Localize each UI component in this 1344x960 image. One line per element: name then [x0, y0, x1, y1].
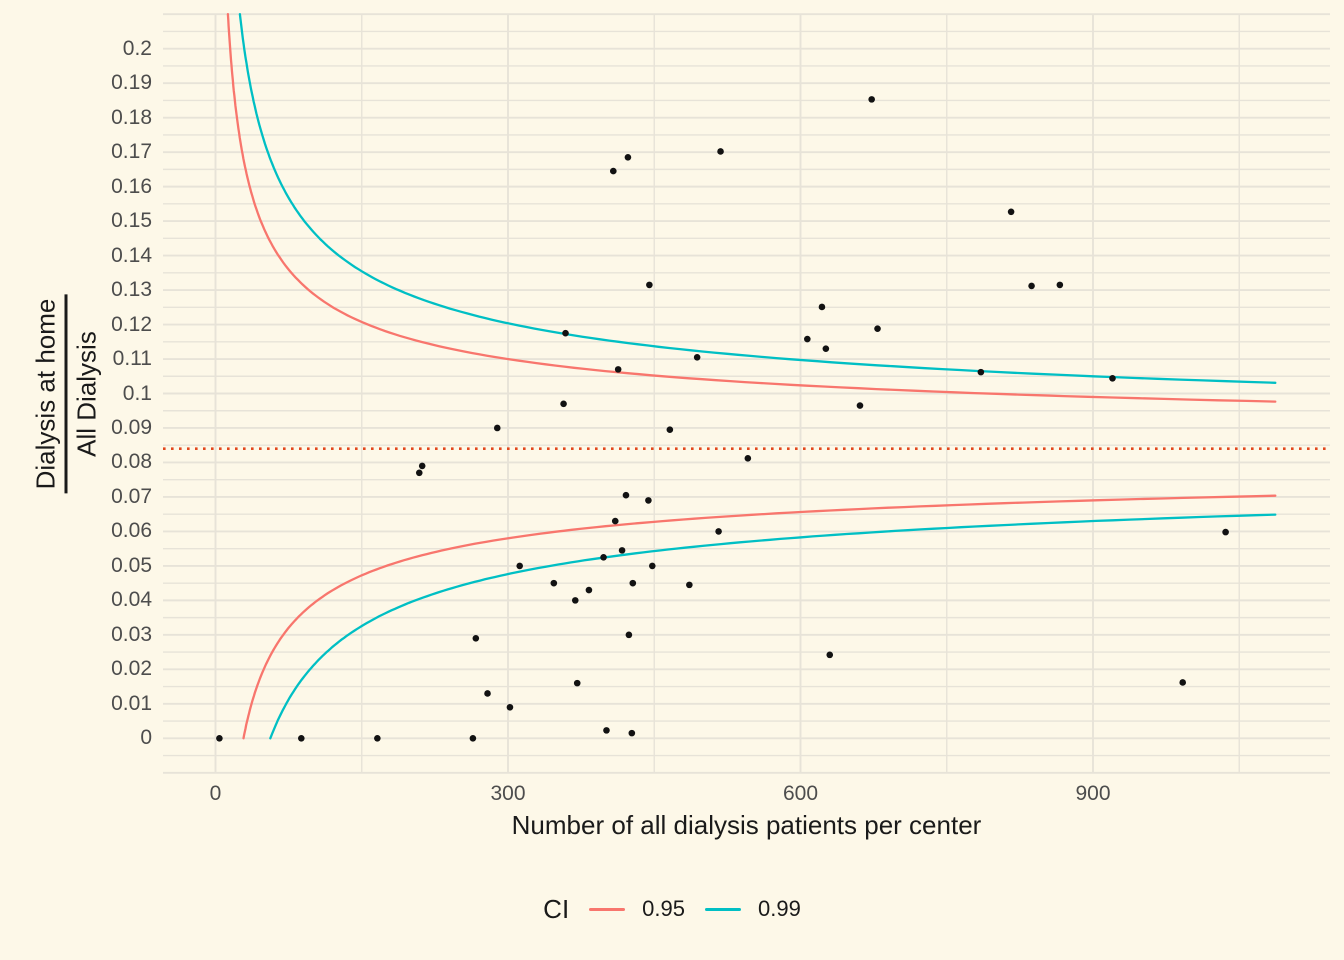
data-point — [611, 517, 619, 525]
data-point — [856, 402, 864, 409]
data-point — [625, 631, 633, 639]
data-point — [573, 679, 581, 687]
data-point — [516, 562, 523, 570]
data-point — [1028, 282, 1035, 290]
data-point — [744, 455, 752, 462]
data-point — [506, 703, 514, 711]
data-point — [977, 368, 985, 376]
data-point — [560, 400, 567, 408]
data-point — [298, 735, 305, 742]
data-point — [826, 651, 834, 659]
ci-curve-0.95-upper — [226, 13, 1277, 403]
data-point — [1222, 528, 1229, 536]
data-point — [600, 553, 607, 561]
data-point — [472, 635, 480, 642]
data-point — [374, 735, 381, 742]
legend: CI 0.95 0.99 — [0, 893, 1344, 925]
legend-label-099: 0.99 — [758, 896, 801, 921]
data-point — [618, 547, 626, 554]
legend-item-095: 0.95 — [589, 896, 685, 922]
data-point — [868, 96, 875, 103]
data-point — [418, 462, 426, 470]
data-point — [216, 735, 223, 742]
data-point — [469, 735, 477, 742]
legend-key-line-095 — [589, 907, 626, 911]
legend-label-095: 0.95 — [642, 896, 685, 921]
data-point — [622, 491, 630, 499]
data-point — [645, 497, 652, 504]
data-point — [415, 469, 423, 477]
data-point — [562, 329, 569, 337]
legend-item-099: 0.99 — [705, 896, 801, 922]
y-axis-fraction: Dialysis at home All Dialysis — [30, 294, 103, 494]
data-point — [629, 579, 637, 587]
data-point — [818, 303, 826, 311]
data-point — [624, 154, 632, 161]
data-point — [571, 597, 579, 604]
data-point — [649, 562, 656, 570]
fraction-bar — [64, 294, 68, 494]
data-point — [1007, 208, 1015, 216]
ci-curve-0.99-lower — [269, 513, 1277, 740]
data-point — [693, 353, 701, 361]
legend-key-line-099 — [705, 907, 741, 911]
ci-curve-0.95-lower — [242, 494, 1277, 740]
y-axis-denominator: All Dialysis — [71, 331, 102, 457]
data-point — [585, 586, 593, 594]
data-point — [715, 528, 722, 535]
data-point — [804, 335, 811, 343]
data-point — [717, 148, 724, 155]
data-point — [484, 690, 491, 697]
y-axis-numerator: Dialysis at home — [30, 298, 61, 490]
ci-curve-0.99-upper — [238, 13, 1277, 384]
data-point — [603, 727, 610, 734]
data-point — [874, 325, 881, 332]
legend-title: CI — [543, 893, 570, 924]
data-point — [628, 729, 636, 737]
data-point — [1056, 281, 1064, 289]
data-point — [493, 424, 501, 432]
data-point — [686, 581, 693, 589]
data-point — [822, 345, 830, 352]
data-point — [550, 579, 558, 587]
data-point — [1179, 679, 1186, 686]
x-axis-title: Number of all dialysis patients per cent… — [511, 810, 982, 840]
data-point — [666, 426, 674, 434]
data-point — [614, 366, 622, 373]
data-point — [1109, 375, 1116, 382]
data-point — [610, 167, 617, 175]
data-point — [646, 281, 653, 289]
